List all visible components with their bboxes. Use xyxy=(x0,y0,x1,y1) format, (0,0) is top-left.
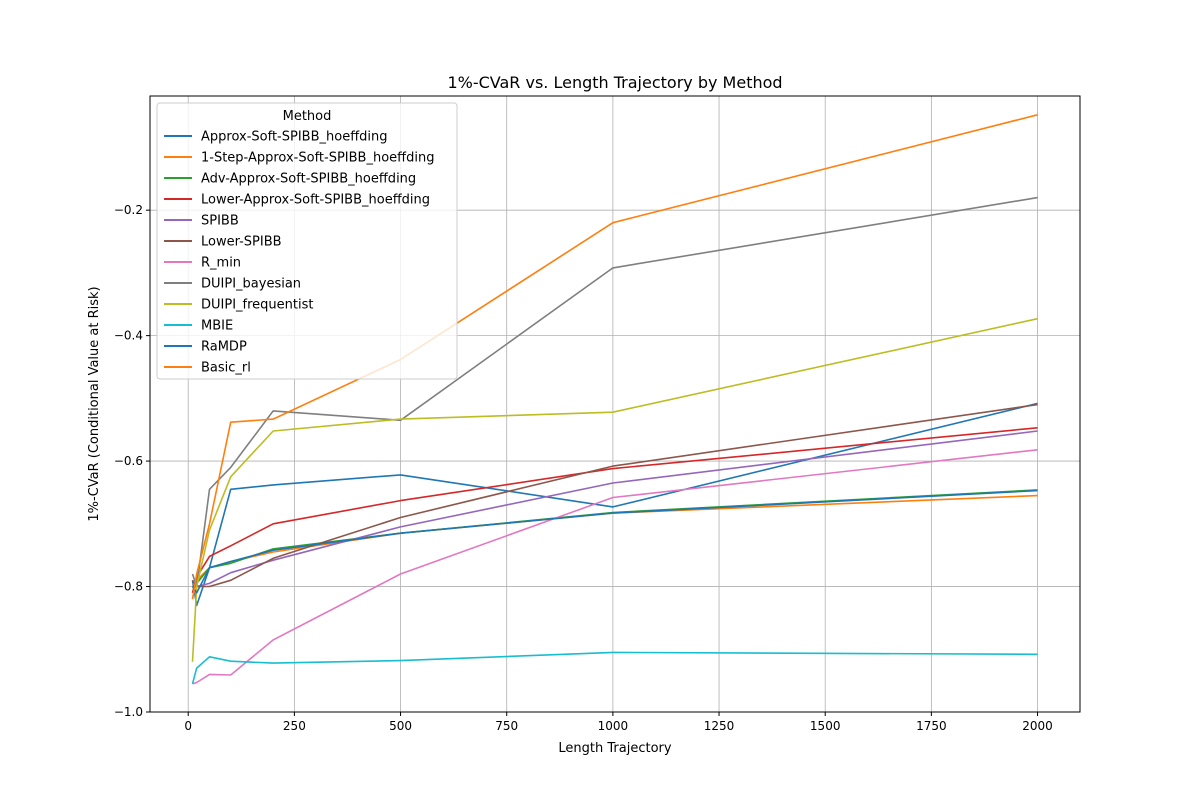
x-tick-label: 1250 xyxy=(704,719,735,733)
legend-item: 1-Step-Approx-Soft-SPIBB_hoeffding xyxy=(164,151,434,166)
x-tick-label: 250 xyxy=(283,719,306,733)
legend-label: DUIPI_bayesian xyxy=(201,277,301,292)
legend-label: SPIBB xyxy=(201,214,239,229)
legend-items: Approx-Soft-SPIBB_hoeffding 1-Step-Approx… xyxy=(164,130,434,376)
legend: Method Approx-Soft-SPIBB_hoeffding 1-Step… xyxy=(156,102,458,380)
y-axis-ticks: −1.0 −0.8 −0.6 −0.4 −0.2 xyxy=(114,203,150,719)
grid xyxy=(150,96,1080,713)
series-line-Basic_rl xyxy=(191,114,1038,600)
series-line-Lower-Approx-Soft-SPIBB_hoeffding xyxy=(191,427,1038,594)
legend-label: Basic_rl xyxy=(201,361,251,376)
series-line-Adv-Approx-Soft-SPIBB_hoeffding xyxy=(192,489,1038,588)
legend-item: Lower-SPIBB xyxy=(164,235,282,250)
y-tick-label: −0.8 xyxy=(114,580,143,594)
series-line-RaMDP xyxy=(191,489,1038,594)
x-tick-label: 750 xyxy=(495,719,518,733)
legend-label: Adv-Approx-Soft-SPIBB_hoeffding xyxy=(201,172,416,187)
series-lines xyxy=(191,114,1038,685)
x-axis-label: Length Trajectory xyxy=(558,741,671,756)
x-tick-label: 2000 xyxy=(1022,719,1053,733)
series-line-SPIBB xyxy=(192,430,1038,588)
y-tick-label: −0.4 xyxy=(114,329,143,343)
series-line-Lower-SPIBB xyxy=(191,403,1038,588)
legend-label: RaMDP xyxy=(201,340,247,355)
legend-box xyxy=(156,102,458,380)
legend-label: MBIE xyxy=(201,319,233,334)
series-line-Approx-Soft-SPIBB_hoeffding xyxy=(191,402,1038,607)
x-tick-label: 1500 xyxy=(810,719,841,733)
x-tick-label: 0 xyxy=(184,719,192,733)
legend-item: MBIE xyxy=(164,319,233,334)
legend-item: DUIPI_frequentist xyxy=(164,298,313,313)
legend-item: RaMDP xyxy=(164,340,247,355)
y-tick-label: −0.6 xyxy=(114,454,143,468)
x-axis-ticks: 0 250 500 750 1000 1250 1500 1750 2000 xyxy=(184,712,1053,733)
legend-item: Lower-Approx-Soft-SPIBB_hoeffding xyxy=(164,193,430,208)
x-tick-label: 1750 xyxy=(916,719,947,733)
legend-label: Lower-SPIBB xyxy=(201,235,282,250)
legend-item: Approx-Soft-SPIBB_hoeffding xyxy=(164,130,388,145)
y-axis-label: 1%-CVaR (Conditional Value at Risk) xyxy=(87,286,102,521)
legend-label: 1-Step-Approx-Soft-SPIBB_hoeffding xyxy=(201,151,434,166)
series-line-R_min xyxy=(192,449,1038,685)
legend-label: Approx-Soft-SPIBB_hoeffding xyxy=(201,130,388,145)
series-line-DUIPI_frequentist xyxy=(191,317,1038,662)
legend-title: Method xyxy=(283,109,332,124)
legend-item: SPIBB xyxy=(164,214,239,229)
legend-item: Adv-Approx-Soft-SPIBB_hoeffding xyxy=(164,172,416,187)
series-line-DUIPI_bayesian xyxy=(191,196,1038,588)
legend-label: R_min xyxy=(201,256,241,271)
series-line-MBIE xyxy=(191,651,1038,685)
legend-label: DUIPI_frequentist xyxy=(201,298,313,313)
y-tick-label: −0.2 xyxy=(114,203,143,217)
legend-item: Basic_rl xyxy=(164,361,251,376)
legend-label: Lower-Approx-Soft-SPIBB_hoeffding xyxy=(201,193,430,208)
x-tick-label: 1000 xyxy=(598,719,629,733)
x-tick-label: 500 xyxy=(389,719,412,733)
plot-frame xyxy=(149,95,1081,713)
y-tick-label: −1.0 xyxy=(114,705,143,719)
legend-item: DUIPI_bayesian xyxy=(164,277,301,292)
chart-title: 1%-CVaR vs. Length Trajectory by Method xyxy=(447,73,782,92)
legend-item: R_min xyxy=(164,256,241,271)
